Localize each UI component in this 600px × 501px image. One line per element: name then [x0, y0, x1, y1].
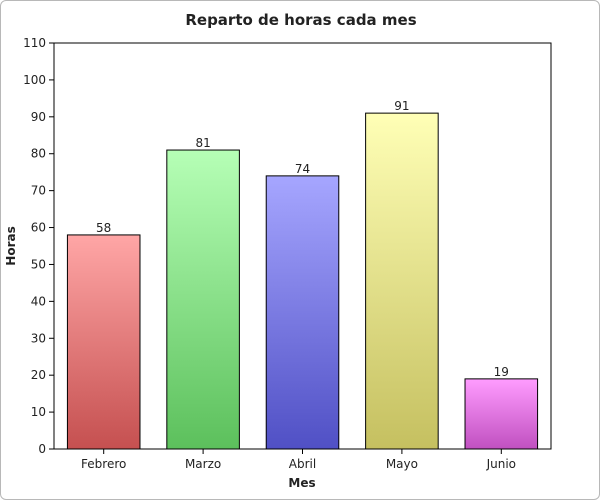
y-tick-label: 40 — [31, 294, 46, 308]
data-label: 81 — [195, 136, 210, 150]
y-tick-label: 10 — [31, 405, 46, 419]
y-tick-label: 30 — [31, 331, 46, 345]
x-tick-label: Marzo — [185, 457, 221, 471]
x-tick-label: Junio — [486, 457, 516, 471]
x-axis: Febrero Marzo Abril Mayo Junio — [81, 449, 516, 471]
y-axis: 0 10 20 30 40 50 60 70 80 90 100 110 — [23, 36, 54, 456]
y-axis-label: Horas — [4, 226, 18, 265]
y-tick-label: 0 — [38, 442, 46, 456]
bar-marzo — [166, 149, 240, 450]
x-tick-label: Febrero — [81, 457, 126, 471]
y-tick-label: 80 — [31, 147, 46, 161]
y-tick-label: 100 — [23, 73, 46, 87]
y-tick-label: 20 — [31, 368, 46, 382]
y-tick-label: 110 — [23, 36, 46, 50]
y-tick-label: 60 — [31, 221, 46, 235]
bar-abril — [265, 175, 340, 450]
x-axis-label: Mes — [288, 476, 315, 490]
chart-title: Reparto de horas cada mes — [185, 11, 416, 29]
data-label: 19 — [494, 365, 509, 379]
y-tick-label: 90 — [31, 110, 46, 124]
data-label: 91 — [394, 99, 409, 113]
bars: 58 81 74 91 19 — [66, 99, 539, 450]
bar-febrero — [66, 234, 141, 450]
x-tick-label: Mayo — [386, 457, 418, 471]
x-tick-label: Abril — [289, 457, 316, 471]
data-label: 74 — [295, 162, 310, 176]
y-tick-label: 70 — [31, 184, 46, 198]
bar-junio — [464, 378, 539, 450]
y-tick-label: 50 — [31, 257, 46, 271]
bar-mayo — [365, 112, 439, 450]
data-label: 58 — [96, 221, 111, 235]
